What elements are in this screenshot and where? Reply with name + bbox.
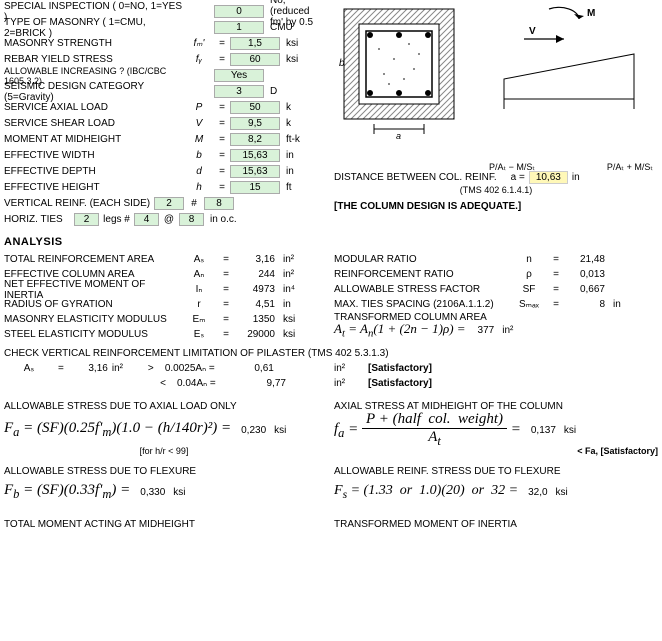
- analysis-grid: TOTAL REINFORCEMENT AREAAₛ=3,16in²EFFECT…: [4, 252, 658, 342]
- svg-text:M: M: [587, 8, 595, 19]
- analysis-row: MASONRY ELASTICITY MODULUSEₘ=1350ksi: [4, 312, 324, 327]
- analysis-row: MAX. TIES SPACING (2106A.1.1.2)Sₘₐₓ=8in: [334, 297, 658, 312]
- column-diagram: b a M V: [334, 4, 658, 164]
- analysis-row: MODULAR RATIOn=21,48: [334, 252, 658, 267]
- total-moment-label: TOTAL MOMENT ACTING AT MIDHEIGHT: [4, 519, 324, 530]
- row-masonry-type: TYPE OF MASONRY ( 1=CMU, 2=BRICK ) 1 CMU: [4, 20, 324, 35]
- fb-section: ALLOWABLE STRESS DUE TO FLEXURE Fb = (SF…: [4, 460, 658, 505]
- fb-label: ALLOWABLE STRESS DUE TO FLEXURE: [4, 466, 324, 477]
- row-horiz-ties: HORIZ. TIES 2 legs # 4 @ 8 in o.c.: [4, 212, 324, 227]
- transformed-area: TRANSFORMED COLUMN AREAAt = An(1 + (2n −…: [334, 312, 658, 338]
- adequate-msg: [THE COLUMN DESIGN IS ADEQUATE.]: [334, 201, 658, 212]
- diagram-svg: b a M V: [334, 4, 644, 159]
- bottom-labels: TOTAL MOMENT ACTING AT MIDHEIGHT TRANSFO…: [4, 513, 658, 532]
- analysis-row: ALLOWABLE STRESS FACTORSF=0,667: [334, 282, 658, 297]
- row-seismic: SEISMIC DESIGN CATEGORY (5=Gravity) 3 D: [4, 84, 324, 99]
- value-highlight[interactable]: 0: [214, 5, 264, 18]
- top-section: SPECIAL INSPECTION ( 0=NO, 1=YES ) 0 No,…: [4, 4, 658, 228]
- stress-right-label: P/Aₜ + M/Sₜ: [607, 162, 653, 173]
- row-moment: MOMENT AT MIDHEIGHT M = 8,2 ft-k: [4, 132, 324, 147]
- row-masonry-strength: MASONRY STRENGTH fₘ' = 1,5 ksi: [4, 36, 324, 51]
- check-row-2: < 0.04Aₙ = 9,77: [4, 376, 324, 391]
- fb-right-label: ALLOWABLE REINF. STRESS DUE TO FLEXURE: [334, 466, 658, 477]
- check-vert-label: CHECK VERTICAL REINFORCEMENT LIMITATION …: [4, 348, 658, 359]
- fb-formula: Fb = (SF)(0.33f'm) =: [4, 478, 130, 506]
- fb-right-formula: Fs = (1.33 or 1.0)(20) or 32 =: [334, 479, 518, 505]
- analysis-row: TOTAL REINFORCEMENT AREAAₛ=3,16in²: [4, 252, 324, 267]
- dist-ref: (TMS 402 6.1.4.1): [334, 185, 658, 195]
- check-row-1: Aₛ = 3,16 in² > 0.0025Aₙ = 0,61: [4, 361, 324, 376]
- row-shear-load: SERVICE SHEAR LOAD V = 9,5 k: [4, 116, 324, 131]
- row-axial-load: SERVICE AXIAL LOAD P = 50 k: [4, 100, 324, 115]
- check-rows: Aₛ = 3,16 in² > 0.0025Aₙ = 0,61 < 0.04Aₙ…: [4, 361, 658, 391]
- analysis-row: NET EFFECTIVE MOMENT OF INERTIAIₙ=4973in…: [4, 282, 324, 297]
- inputs-panel: SPECIAL INSPECTION ( 0=NO, 1=YES ) 0 No,…: [4, 4, 324, 228]
- fa-label: ALLOWABLE STRESS DUE TO AXIAL LOAD ONLY: [4, 401, 324, 412]
- row-eff-width: EFFECTIVE WIDTH b = 15,63 in: [4, 148, 324, 163]
- transformed-inertia-label: TRANSFORMED MOMENT OF INERTIA: [334, 519, 658, 530]
- row-eff-height: EFFECTIVE HEIGHT h = 15 ft: [4, 180, 324, 195]
- analysis-row: RADIUS OF GYRATIONr=4,51in: [4, 297, 324, 312]
- row-eff-depth: EFFECTIVE DEPTH d = 15,63 in: [4, 164, 324, 179]
- analysis-right: MODULAR RATIOn=21,48REINFORCEMENT RATIOρ…: [334, 252, 658, 342]
- fa-right-formula: fa = P + (half col. weight)At =: [334, 407, 521, 453]
- row-vert-reinf: VERTICAL REINF. (EACH SIDE) 2 # 8: [4, 196, 324, 211]
- analysis-row: REINFORCEMENT RATIOρ=0,013: [334, 267, 658, 282]
- diagram-panel: b a M V: [334, 4, 658, 228]
- fa-formula: Fa = (SF)(0.25f'm)(1.0 − (h/140r)²) =: [4, 416, 231, 444]
- fa-note: [for h/r < 99]: [4, 446, 324, 456]
- stress-left-label: P/Aₜ − M/Sₜ: [489, 162, 535, 173]
- fa-section: ALLOWABLE STRESS DUE TO AXIAL LOAD ONLY …: [4, 395, 658, 456]
- svg-text:V: V: [529, 26, 536, 37]
- analysis-row: STEEL ELASTICITY MODULUSEₛ=29000ksi: [4, 327, 324, 342]
- analysis-left: TOTAL REINFORCEMENT AREAAₛ=3,16in²EFFECT…: [4, 252, 324, 342]
- svg-text:b: b: [339, 58, 345, 69]
- svg-text:a: a: [396, 131, 401, 141]
- analysis-title: ANALYSIS: [4, 236, 658, 248]
